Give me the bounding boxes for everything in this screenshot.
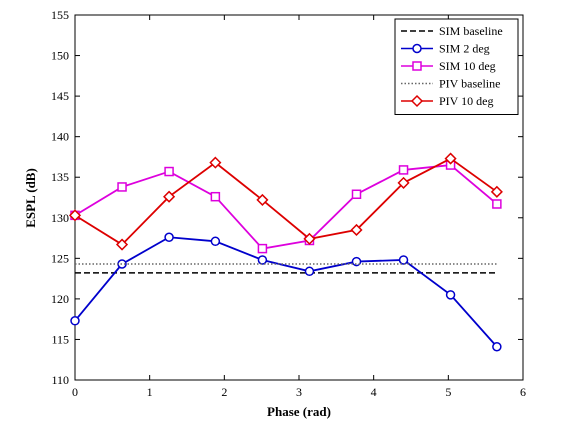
series-sim-10-deg xyxy=(70,160,502,254)
data-point xyxy=(304,266,315,277)
y-tick-label: 130 xyxy=(51,211,69,225)
y-tick-label: 115 xyxy=(51,332,69,346)
y-tick-label: 120 xyxy=(51,292,69,306)
y-tick-label: 110 xyxy=(51,373,69,387)
data-point xyxy=(68,209,82,222)
legend-label: SIM baseline xyxy=(439,24,503,38)
data-point xyxy=(164,166,174,177)
x-tick-label: 0 xyxy=(72,385,78,399)
y-tick-label: 135 xyxy=(51,170,69,184)
legend: SIM baseline SIM 2 deg SIM 10 deg PIV basel… xyxy=(394,18,519,115)
data-point xyxy=(117,182,127,192)
y-tick-label: 155 xyxy=(51,8,69,22)
data-point xyxy=(444,152,457,165)
data-point xyxy=(398,165,409,175)
data-point xyxy=(256,193,269,206)
x-axis-label: Phase (rad) xyxy=(267,404,331,419)
data-point xyxy=(210,236,221,247)
y-axis-label: ESPL (dB) xyxy=(23,168,38,228)
data-point xyxy=(257,243,268,254)
data-point xyxy=(351,189,362,200)
x-tick-label: 2 xyxy=(221,385,227,399)
x-tick-label: 4 xyxy=(371,385,377,399)
series-piv-10-deg xyxy=(68,152,503,251)
series-line xyxy=(74,164,498,250)
legend-swatch-marker xyxy=(410,94,424,108)
data-point xyxy=(492,341,502,352)
data-point xyxy=(398,255,409,265)
legend-label: SIM 2 deg xyxy=(439,42,490,56)
data-point xyxy=(209,156,222,169)
data-point xyxy=(445,290,456,300)
legend-label: PIV 10 deg xyxy=(439,94,493,108)
legend-label: PIV baseline xyxy=(439,77,500,91)
series-sim-2-deg xyxy=(70,232,502,352)
data-point xyxy=(492,199,502,209)
legend-label: SIM 10 deg xyxy=(439,59,496,73)
data-point xyxy=(164,232,174,242)
legend-swatch-marker xyxy=(412,43,422,54)
x-tick-label: 3 xyxy=(296,385,302,399)
data-point xyxy=(70,316,80,326)
data-point xyxy=(350,223,363,237)
x-tick-label: 5 xyxy=(445,385,451,399)
axes: 0 1 2 3 4 5 6 110 115 120 125 130 135 140 145 150 155 xyxy=(51,8,526,399)
legend-swatch-marker xyxy=(412,61,422,71)
data-point xyxy=(163,190,176,203)
y-tick-label: 125 xyxy=(51,251,69,265)
data-point xyxy=(397,176,410,189)
data-point xyxy=(257,255,268,265)
y-tick-label: 145 xyxy=(51,89,69,103)
series-line xyxy=(74,157,498,246)
series-line xyxy=(74,236,498,348)
data-point xyxy=(490,185,503,198)
series-layer xyxy=(68,152,503,352)
y-tick-label: 150 xyxy=(51,49,69,63)
data-point xyxy=(210,191,221,202)
data-point xyxy=(351,256,362,267)
y-tick-label: 140 xyxy=(51,130,69,144)
data-point xyxy=(303,232,316,245)
x-tick-label: 1 xyxy=(147,385,153,399)
data-point xyxy=(115,238,129,251)
x-tick-label: 6 xyxy=(520,385,526,399)
